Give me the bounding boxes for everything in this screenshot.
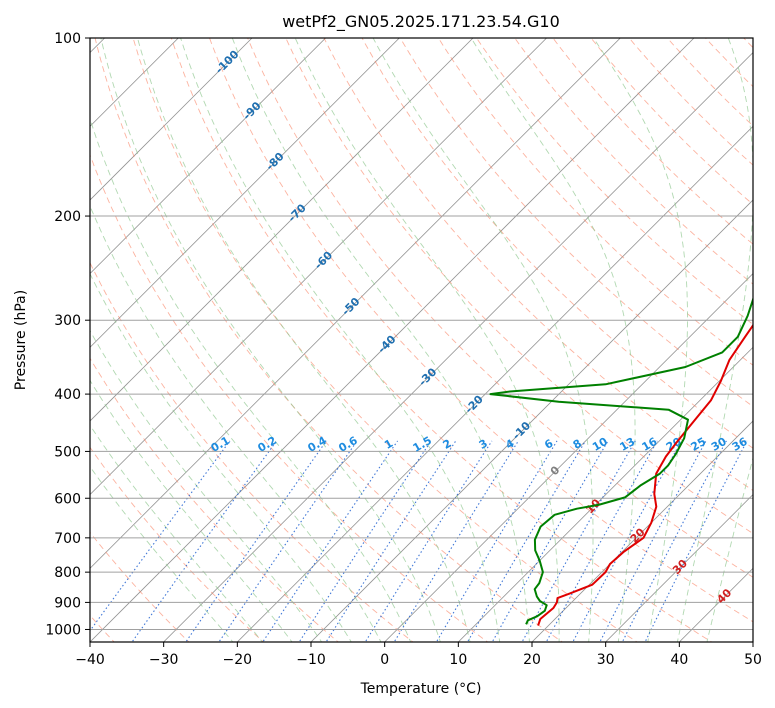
y-axis-title: Pressure (hPa) [13, 290, 29, 390]
x-tick-label: 10 [449, 652, 467, 668]
mixing-ratio-line [466, 440, 586, 642]
isotherm-line [90, 38, 474, 422]
mixing-ratio-line [298, 440, 432, 642]
isotherm-line [457, 346, 753, 642]
y-tick-label: 1000 [45, 622, 81, 638]
mixing-ratio-line [364, 440, 493, 642]
dry-adiabat-line [285, 38, 753, 535]
x-axis-title: Temperature (°C) [360, 681, 482, 697]
isotherm-line [90, 38, 548, 496]
isotherm-line [163, 52, 753, 642]
mixing-ratio-line [393, 440, 519, 642]
isotherm-line [90, 38, 400, 348]
dry-adiabat-line [552, 38, 753, 245]
dry-adiabat-line [90, 357, 339, 642]
y-tick-label: 200 [54, 209, 81, 225]
dry-adiabat-line [94, 38, 564, 642]
y-tick-label: 100 [54, 31, 81, 47]
isotherm-line [310, 199, 753, 642]
dry-adiabat-line [170, 38, 713, 642]
x-tick-label: 0 [380, 652, 389, 668]
x-tick-label: 30 [597, 652, 615, 668]
isotherm-line [90, 38, 695, 642]
isotherm-line [384, 273, 753, 642]
isotherm-line [90, 38, 327, 275]
x-tick-label: −10 [296, 652, 326, 668]
plot-area [90, 38, 753, 642]
mixing-ratio-line [491, 440, 609, 642]
y-tick-label: 700 [54, 531, 81, 547]
dewpoint-profile [489, 296, 753, 625]
isotherm-line [531, 420, 753, 642]
moist-adiabat-line [90, 204, 382, 642]
dry-adiabat-line [476, 38, 753, 326]
mixing-ratio-line [262, 440, 399, 642]
y-tick-label: 900 [54, 595, 81, 611]
dry-adiabat-line [361, 38, 753, 449]
isotherm-line [236, 125, 753, 642]
dry-adiabat-line [437, 38, 753, 366]
mixing-ratio-line [325, 440, 457, 642]
y-tick-label: 800 [54, 565, 81, 581]
y-axis: 100 200 300 400 500 600 700 800 900 1000 [45, 31, 90, 638]
x-tick-label: 20 [523, 652, 541, 668]
isotherm-line [605, 494, 753, 642]
x-tick-label: −40 [75, 652, 105, 668]
temperature-profile [537, 323, 753, 626]
y-tick-label: 600 [54, 491, 81, 507]
dry-adiabat-line [590, 38, 753, 206]
x-tick-label: −20 [223, 652, 253, 668]
y-tick-label: 500 [54, 444, 81, 460]
y-tick-label: 300 [54, 313, 81, 329]
moist-adiabat-line [90, 117, 412, 642]
x-tick-label: 50 [744, 652, 762, 668]
dry-adiabat-line [90, 446, 265, 642]
mixing-ratio-line [131, 440, 278, 642]
x-axis: −40 −30 −20 −10 0 10 20 30 40 50 [75, 642, 762, 668]
plot-frame [89, 37, 754, 643]
y-tick-label: 400 [54, 387, 81, 403]
dry-adiabat-line [132, 38, 638, 642]
dry-adiabat-line [90, 261, 414, 642]
mixing-ratio-line [435, 440, 558, 642]
isotherm-line [90, 38, 253, 201]
mixing-ratio-line [545, 440, 658, 642]
x-tick-label: −30 [149, 652, 179, 668]
chart-title: wetPf2_GN05.2025.171.23.54.G10 [282, 12, 560, 32]
dry-adiabat-line [399, 38, 753, 408]
profiles [489, 296, 753, 626]
mixing-ratio-line [599, 440, 707, 642]
dry-adiabat-line [209, 38, 753, 623]
x-tick-label: 40 [670, 652, 688, 668]
isotherm-line [90, 38, 621, 569]
dry-adiabat-line [323, 38, 753, 492]
dry-adiabat-line [90, 153, 489, 642]
dry-adiabat-line [628, 38, 753, 166]
